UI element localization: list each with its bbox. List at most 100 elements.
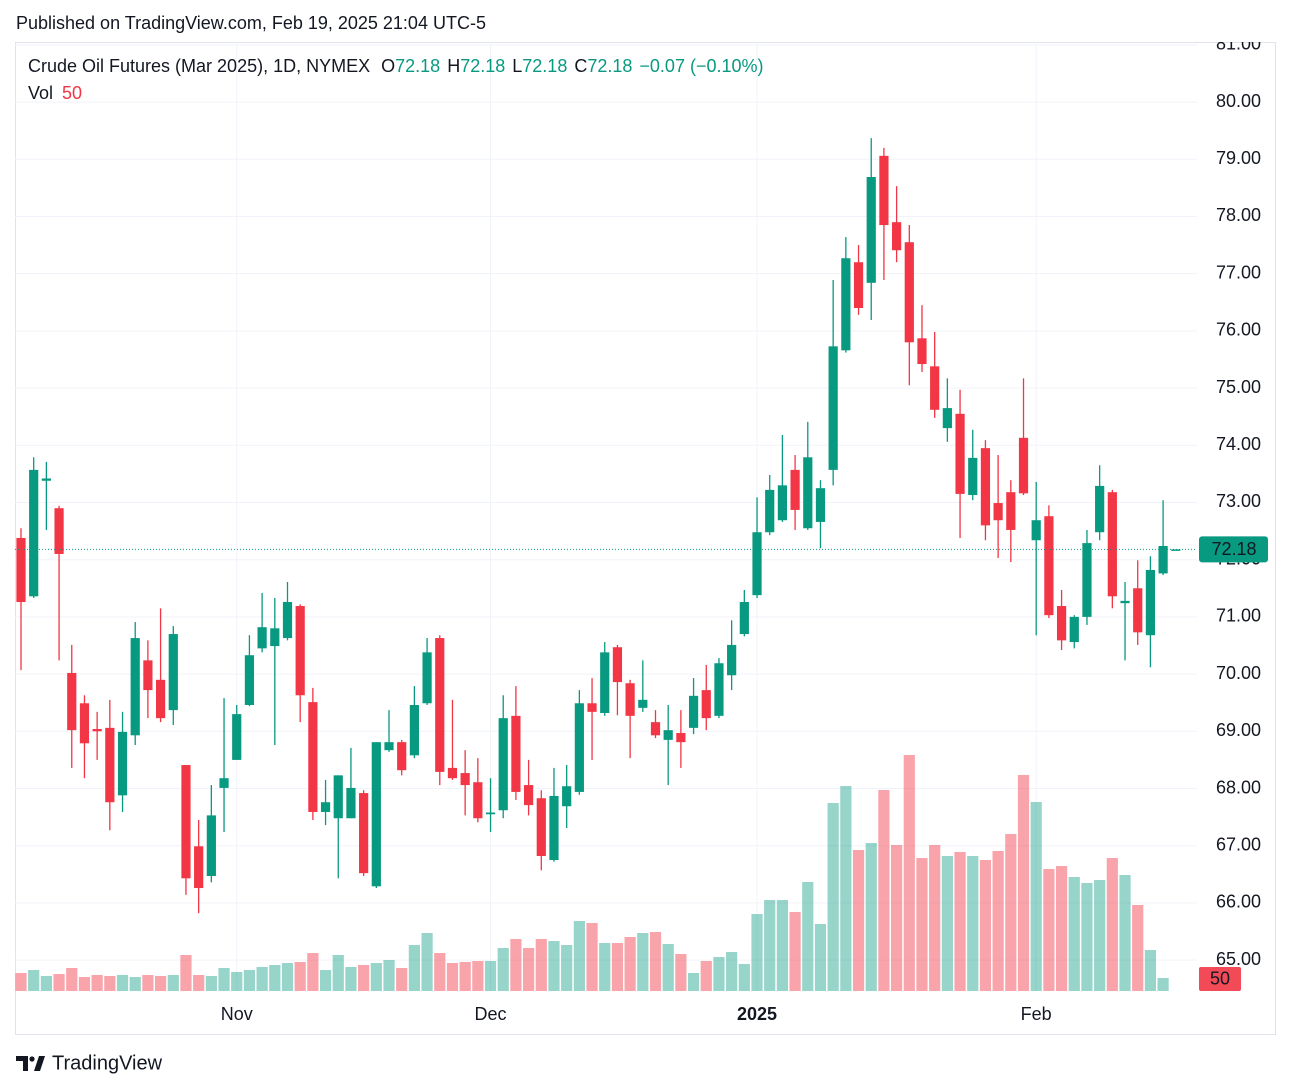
volume-bar — [91, 975, 103, 991]
candle-body — [308, 702, 318, 812]
candle-body — [879, 155, 889, 226]
candle-body — [194, 846, 204, 889]
candle-body — [676, 733, 686, 743]
volume-bar — [611, 943, 624, 991]
candle-body — [473, 782, 483, 819]
published-note: Published on TradingView.com, Feb 19, 20… — [16, 13, 486, 33]
ohlc-value: 72.18 — [460, 56, 505, 76]
volume-bar — [637, 933, 649, 991]
volume-bar — [726, 952, 738, 991]
candle-body — [777, 485, 787, 521]
candle-body — [105, 727, 115, 803]
candle-body — [130, 638, 140, 736]
change: −0.07 (−0.10%) — [639, 56, 763, 76]
candle-body — [1095, 485, 1105, 533]
volume-bar — [840, 786, 852, 991]
y-tick-label: 69.00 — [1216, 720, 1261, 740]
candle-body — [993, 503, 1003, 521]
candle-body — [333, 775, 343, 819]
candle-body — [612, 647, 623, 683]
candle-body — [980, 448, 991, 526]
volume-bar — [1081, 883, 1093, 991]
candle-body — [815, 488, 826, 522]
volume-bar — [142, 975, 154, 991]
candle-body — [841, 258, 851, 351]
candle-body — [206, 815, 216, 877]
x-tick-label: 2025 — [737, 1004, 777, 1024]
volume-bar — [294, 962, 306, 991]
y-tick-label: 68.00 — [1216, 777, 1261, 797]
candle-body — [853, 262, 864, 308]
volume-bar — [256, 967, 268, 991]
volume-bar — [307, 953, 319, 991]
volume-bar — [941, 856, 953, 991]
candle-body — [447, 767, 458, 779]
candle-body — [232, 714, 242, 760]
candle-body — [574, 703, 584, 792]
candle-body — [54, 508, 64, 554]
volume-bar — [53, 974, 65, 991]
volume-bar — [104, 976, 116, 991]
candle-body — [549, 795, 559, 861]
candle-body — [67, 672, 77, 731]
y-tick-label: 71.00 — [1216, 606, 1261, 626]
y-tick-label: 74.00 — [1216, 434, 1261, 454]
volume-bar — [319, 970, 332, 991]
volume-bar — [561, 945, 573, 991]
y-tick-label: 75.00 — [1216, 377, 1261, 397]
candle-body — [485, 812, 496, 815]
time-axis: Nov Dec 2025 Feb — [221, 1004, 1052, 1024]
candle-body — [600, 652, 610, 713]
y-tick-label: 80.00 — [1216, 91, 1261, 111]
candle-body — [650, 722, 661, 736]
volume-bar — [40, 976, 52, 991]
candle-body — [282, 602, 293, 639]
volume-bar — [434, 953, 446, 991]
logo-dot — [29, 1056, 35, 1062]
candle-body — [511, 715, 521, 792]
candle-body — [435, 638, 445, 772]
volume-bar — [421, 933, 433, 991]
candles — [16, 138, 1181, 914]
candle-body — [16, 537, 26, 603]
x-tick-label: Nov — [221, 1004, 253, 1024]
candle-body — [92, 729, 102, 732]
volume-bar — [713, 957, 725, 991]
volume-bar — [116, 975, 129, 991]
volume-bar — [78, 977, 91, 991]
volume-bar — [929, 845, 941, 991]
volume-bar — [1030, 802, 1042, 991]
volume-bar — [967, 856, 979, 991]
candle-body — [155, 679, 166, 719]
candle-body — [524, 785, 534, 806]
candle-body — [663, 730, 673, 740]
volume-bar — [789, 912, 801, 991]
candle-body — [790, 469, 800, 510]
brand-logo: TradingView — [16, 1052, 163, 1074]
candle-body — [562, 786, 572, 807]
candle-body — [397, 742, 407, 771]
ohlc-value: 72.18 — [395, 56, 440, 76]
candle-body — [1145, 569, 1156, 636]
volume-bar — [1157, 978, 1169, 991]
volume-bar — [281, 963, 294, 991]
x-tick-label: Feb — [1021, 1004, 1052, 1024]
volume-bar — [28, 970, 40, 991]
volume-bar — [903, 755, 915, 991]
volume-bar — [573, 921, 585, 991]
volume-bar — [675, 954, 687, 991]
logo-mark — [16, 1056, 28, 1071]
candle-body — [930, 366, 940, 410]
brand-name: TradingView — [52, 1052, 163, 1074]
candle-body — [1018, 437, 1029, 494]
volume-bar — [738, 964, 750, 991]
ohlc-label: O — [381, 56, 395, 76]
volume-bar — [332, 955, 344, 991]
volume-bar — [459, 962, 471, 991]
volume-bar — [1068, 877, 1080, 991]
candle-body — [384, 742, 394, 751]
candle-body — [904, 242, 914, 343]
volume-bar — [497, 948, 509, 991]
candle-body — [1171, 549, 1181, 551]
